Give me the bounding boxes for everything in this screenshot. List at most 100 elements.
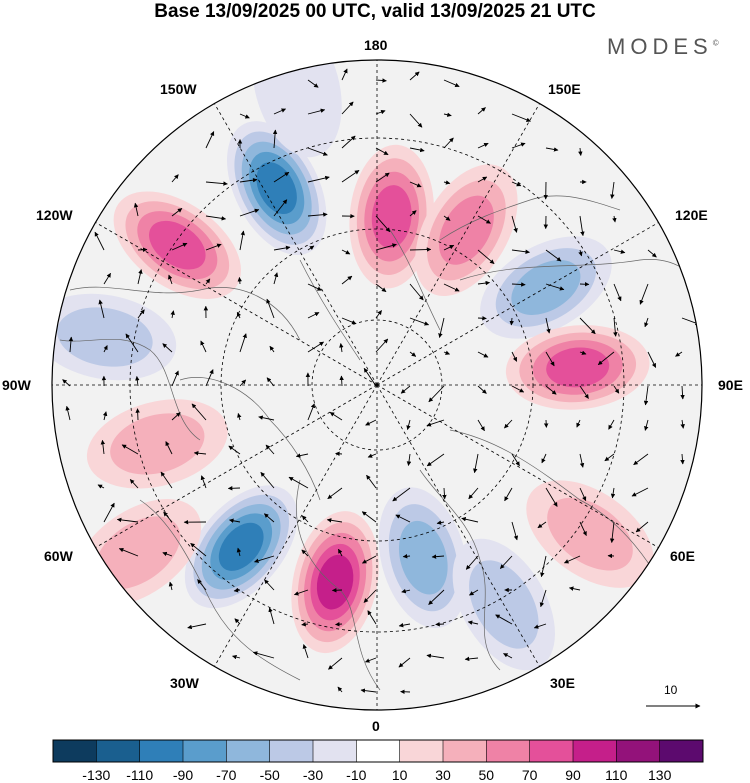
wind-vector bbox=[477, 142, 489, 149]
wind-vector bbox=[307, 403, 316, 421]
wind-vector bbox=[266, 298, 275, 319]
colorbar-tick-label: -10 bbox=[346, 767, 367, 783]
colorbar-tick-label: -110 bbox=[126, 767, 154, 783]
wind-vector bbox=[254, 555, 275, 563]
wind-vector bbox=[302, 644, 309, 659]
wind-vector bbox=[436, 520, 445, 525]
wind-vector bbox=[233, 588, 241, 593]
colorbar-tick-label: 90 bbox=[565, 767, 581, 783]
colorbar-swatch bbox=[139, 740, 184, 762]
lon-label-120e: 120E bbox=[675, 207, 708, 223]
meridian bbox=[89, 384, 378, 552]
colorbar-tick-label: 130 bbox=[648, 767, 672, 783]
lon-label-0: 0 bbox=[372, 718, 380, 734]
wind-vector bbox=[511, 142, 526, 149]
wind-vector bbox=[643, 385, 649, 406]
wind-vector bbox=[402, 554, 411, 559]
wind-vector bbox=[545, 283, 565, 291]
wind-vector bbox=[477, 249, 495, 265]
wind-vector bbox=[375, 243, 397, 251]
anomaly-blob bbox=[480, 236, 612, 339]
wind-vector bbox=[597, 351, 615, 366]
wind-vector bbox=[307, 341, 324, 353]
colorbar-tick-label: 110 bbox=[605, 767, 628, 783]
wind-vector bbox=[635, 521, 649, 533]
coastline-segment bbox=[299, 259, 361, 361]
colorbar-tick-label: 50 bbox=[478, 767, 495, 783]
wind-vector bbox=[401, 588, 411, 594]
wind-vector bbox=[443, 350, 451, 355]
meridian bbox=[376, 97, 544, 386]
wind-vector bbox=[228, 445, 241, 455]
wind-vector bbox=[540, 555, 547, 578]
wind-vector bbox=[608, 419, 615, 430]
wind-vector bbox=[171, 208, 183, 217]
wind-vector bbox=[137, 309, 145, 319]
lon-label-90w: 90W bbox=[2, 377, 31, 393]
wind-vector bbox=[375, 215, 391, 233]
wind-vector bbox=[633, 453, 649, 466]
wind-vector bbox=[307, 147, 328, 156]
wind-vector bbox=[102, 411, 108, 421]
coastline-segment bbox=[139, 499, 301, 681]
colorbar-tick-label: -50 bbox=[259, 767, 280, 783]
wind-vector bbox=[511, 453, 520, 467]
wind-vector bbox=[237, 276, 243, 285]
wind-vector bbox=[205, 131, 215, 149]
lon-label-60w: 60W bbox=[44, 548, 73, 564]
wind-vector bbox=[137, 247, 148, 252]
wind-vector bbox=[504, 487, 513, 502]
wind-vector bbox=[364, 657, 377, 663]
colorbar-swatch bbox=[356, 740, 400, 762]
wind-vector bbox=[400, 385, 411, 394]
wind-vector bbox=[307, 212, 328, 217]
wind-vector bbox=[65, 405, 71, 421]
wind-vector bbox=[375, 109, 386, 115]
wind-vector bbox=[495, 614, 513, 625]
wind-vectors bbox=[62, 68, 700, 695]
wind-vector bbox=[426, 453, 445, 467]
wind-vector bbox=[68, 336, 74, 353]
wind-vector bbox=[545, 487, 558, 507]
wind-vector bbox=[443, 244, 455, 251]
wind-vector bbox=[442, 487, 447, 500]
meridian bbox=[210, 97, 378, 386]
wind-vector bbox=[361, 511, 377, 523]
wind-vector bbox=[392, 487, 411, 502]
wind-vector bbox=[435, 622, 445, 627]
wind-vector bbox=[301, 515, 309, 523]
wind-vector bbox=[509, 317, 514, 326]
wind-vector bbox=[680, 453, 685, 465]
wind-vector bbox=[301, 622, 309, 627]
wind-vector bbox=[499, 555, 513, 569]
brand-mark: © bbox=[712, 38, 719, 48]
wind-vector bbox=[503, 653, 513, 659]
wind-vector bbox=[328, 657, 343, 670]
wind-vector bbox=[363, 367, 377, 387]
wind-vector bbox=[647, 249, 657, 258]
wind-vector bbox=[428, 589, 445, 605]
wind-vector bbox=[409, 113, 423, 128]
wind-vector bbox=[263, 513, 275, 523]
colorbar-tick-label: 30 bbox=[435, 767, 451, 783]
wind-vector bbox=[443, 283, 460, 292]
lon-label-180: 180 bbox=[364, 37, 388, 53]
colorbar-swatch bbox=[573, 740, 617, 762]
wind-vector bbox=[341, 101, 354, 115]
wind-vector bbox=[477, 107, 486, 115]
coastline-segment bbox=[59, 338, 201, 441]
wind-vector bbox=[191, 403, 207, 421]
wind-vector bbox=[133, 202, 139, 217]
wind-vector bbox=[273, 108, 287, 115]
wind-vector bbox=[680, 385, 685, 400]
graticule bbox=[52, 60, 702, 710]
wind-vector bbox=[409, 210, 417, 217]
wind-vector bbox=[579, 350, 587, 355]
wind-vector bbox=[428, 385, 445, 403]
wind-vector bbox=[545, 351, 555, 367]
anomaly-blob bbox=[349, 144, 435, 289]
wind-vector bbox=[533, 623, 547, 629]
lon-label-150w: 150W bbox=[160, 81, 197, 97]
anomaly-blob bbox=[184, 485, 298, 609]
wind-vector bbox=[365, 419, 377, 426]
